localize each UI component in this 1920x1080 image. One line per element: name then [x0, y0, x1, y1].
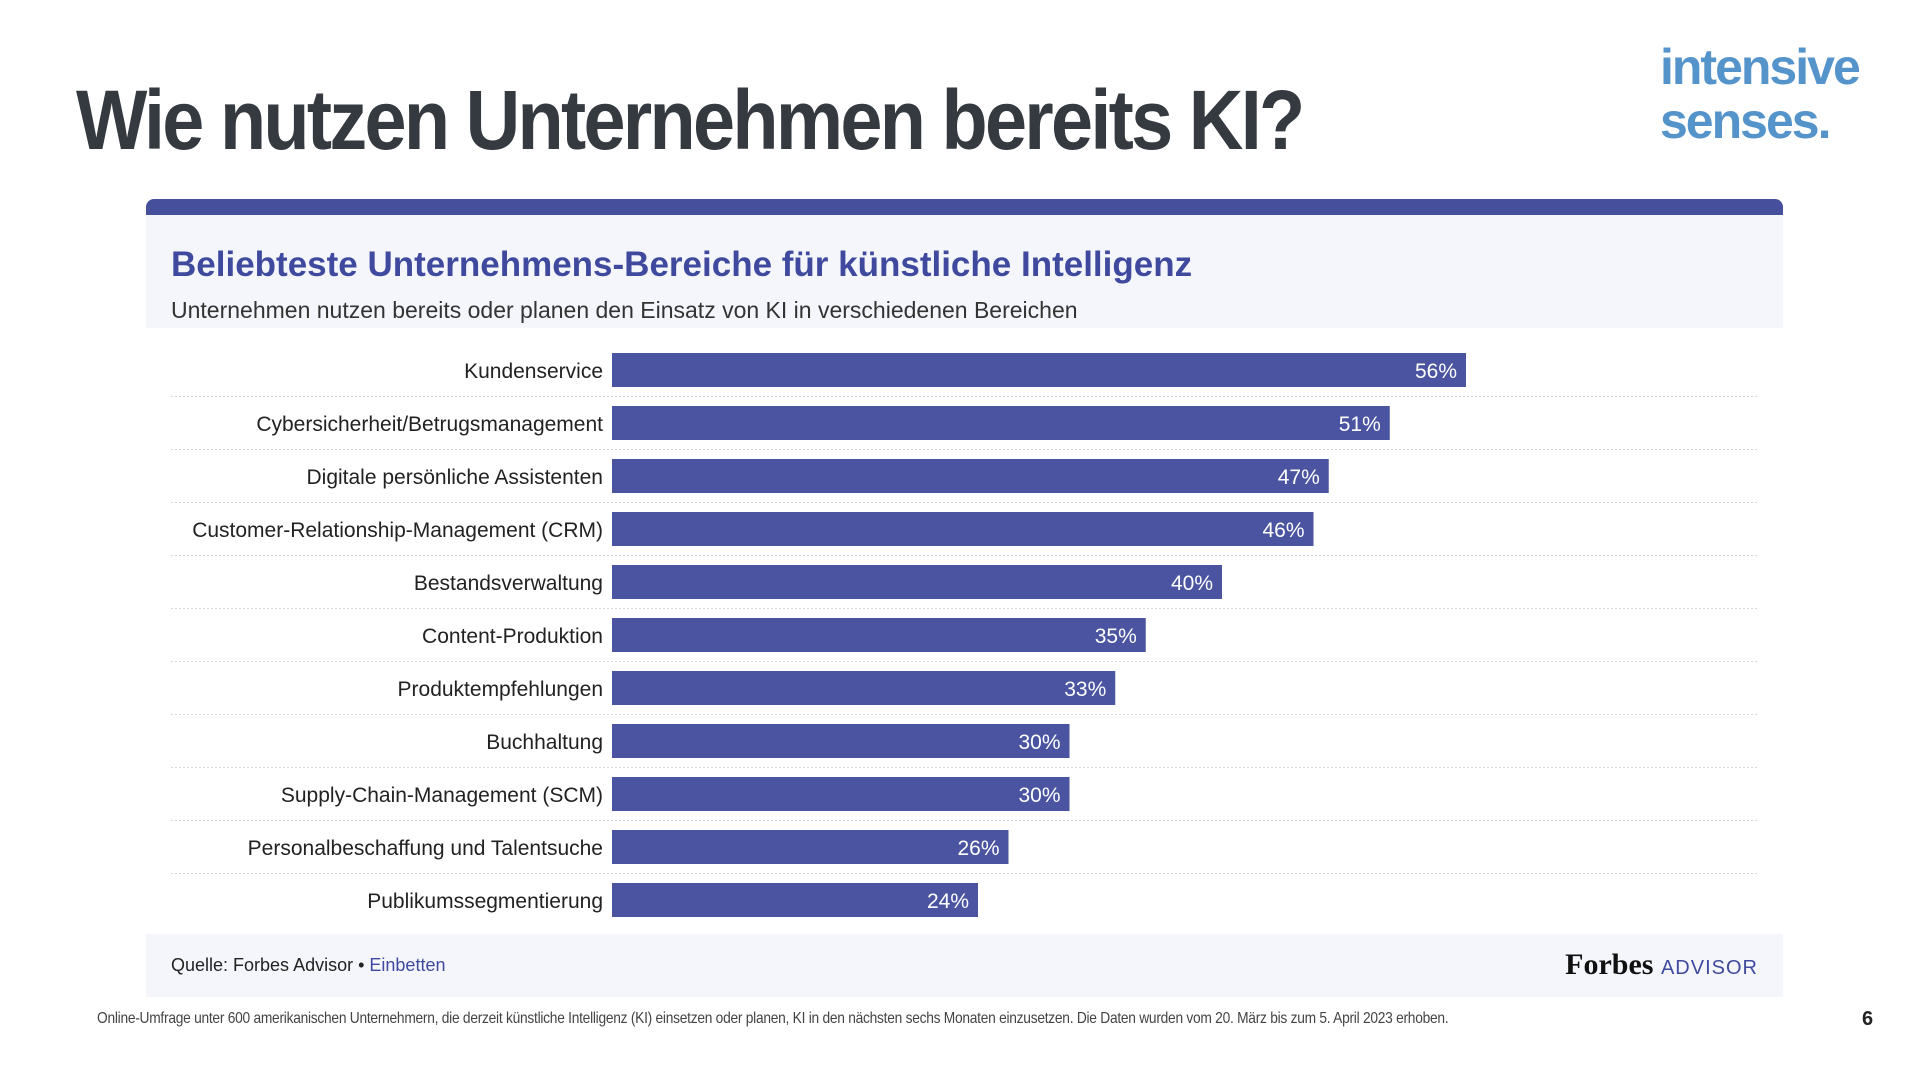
bar [612, 724, 1070, 758]
chart-card: Beliebteste Unternehmens-Bereiche für kü… [146, 199, 1783, 997]
source-label: Quelle: Forbes Advisor • [171, 955, 365, 975]
bar [612, 830, 1009, 864]
category-label: Digitale persönliche Assistenten [306, 466, 603, 489]
chart-subtitle: Unternehmen nutzen bereits oder planen d… [171, 297, 1078, 323]
value-label: 46% [1262, 519, 1304, 542]
chart-footer: Quelle: Forbes Advisor • Einbetten Forbe… [146, 934, 1783, 997]
footnote: Online-Umfrage unter 600 amerikanischen … [97, 1010, 1449, 1027]
category-label: Publikumssegmentierung [367, 890, 603, 913]
value-label: 30% [1018, 731, 1060, 754]
bar [612, 512, 1314, 546]
bar [612, 777, 1070, 811]
chart-header: Beliebteste Unternehmens-Bereiche für kü… [146, 215, 1783, 328]
brand: Forbes [1565, 948, 1654, 981]
forbes-advisor-logo: Forbes ADVISOR [1565, 948, 1758, 982]
category-label: Produktempfehlungen [398, 678, 603, 701]
value-label: 26% [957, 837, 999, 860]
page-number: 6 [1862, 1008, 1874, 1030]
bar [612, 353, 1466, 387]
category-label: Cybersicherheit/Betrugsmanagement [256, 413, 603, 436]
value-label: 35% [1095, 625, 1137, 648]
value-label: 51% [1339, 413, 1381, 436]
category-label: Buchhaltung [486, 731, 603, 754]
category-label: Content-Produktion [422, 625, 603, 648]
value-label: 40% [1171, 572, 1213, 595]
logo-line: intensive [1660, 39, 1861, 95]
value-label: 56% [1415, 360, 1457, 383]
category-label: Supply-Chain-Management (SCM) [281, 784, 603, 807]
embed-link[interactable]: Einbetten [369, 955, 446, 975]
value-label: 47% [1278, 466, 1320, 489]
value-label: 24% [927, 890, 969, 913]
category-label: Customer-Relationship-Management (CRM) [192, 519, 603, 542]
value-label: 30% [1018, 784, 1060, 807]
logo-line: senses. [1660, 93, 1831, 149]
category-label: Kundenservice [464, 360, 603, 383]
bar [612, 671, 1116, 705]
slide-title: Wie nutzen Unternehmen bereits KI? [76, 73, 1305, 167]
chart-title: Beliebteste Unternehmens-Bereiche für kü… [171, 245, 1193, 284]
bar-chart: Kundenservice 56% Cybersicherheit/Betrugsm… [171, 353, 1758, 917]
bar [612, 565, 1222, 599]
card-accent-bar [146, 199, 1783, 215]
category-label: Personalbeschaffung und Talentsuche [248, 837, 603, 860]
intensive-senses-logo: intensive senses. [1660, 39, 1861, 149]
value-label: 33% [1064, 678, 1106, 701]
bar [612, 459, 1329, 493]
category-label: Bestandsverwaltung [414, 572, 603, 595]
bar [612, 883, 978, 917]
brand-suffix: ADVISOR [1660, 957, 1758, 979]
bar [612, 618, 1146, 652]
bar [612, 406, 1390, 440]
source-text: Quelle: Forbes Advisor • Einbetten [171, 955, 445, 976]
